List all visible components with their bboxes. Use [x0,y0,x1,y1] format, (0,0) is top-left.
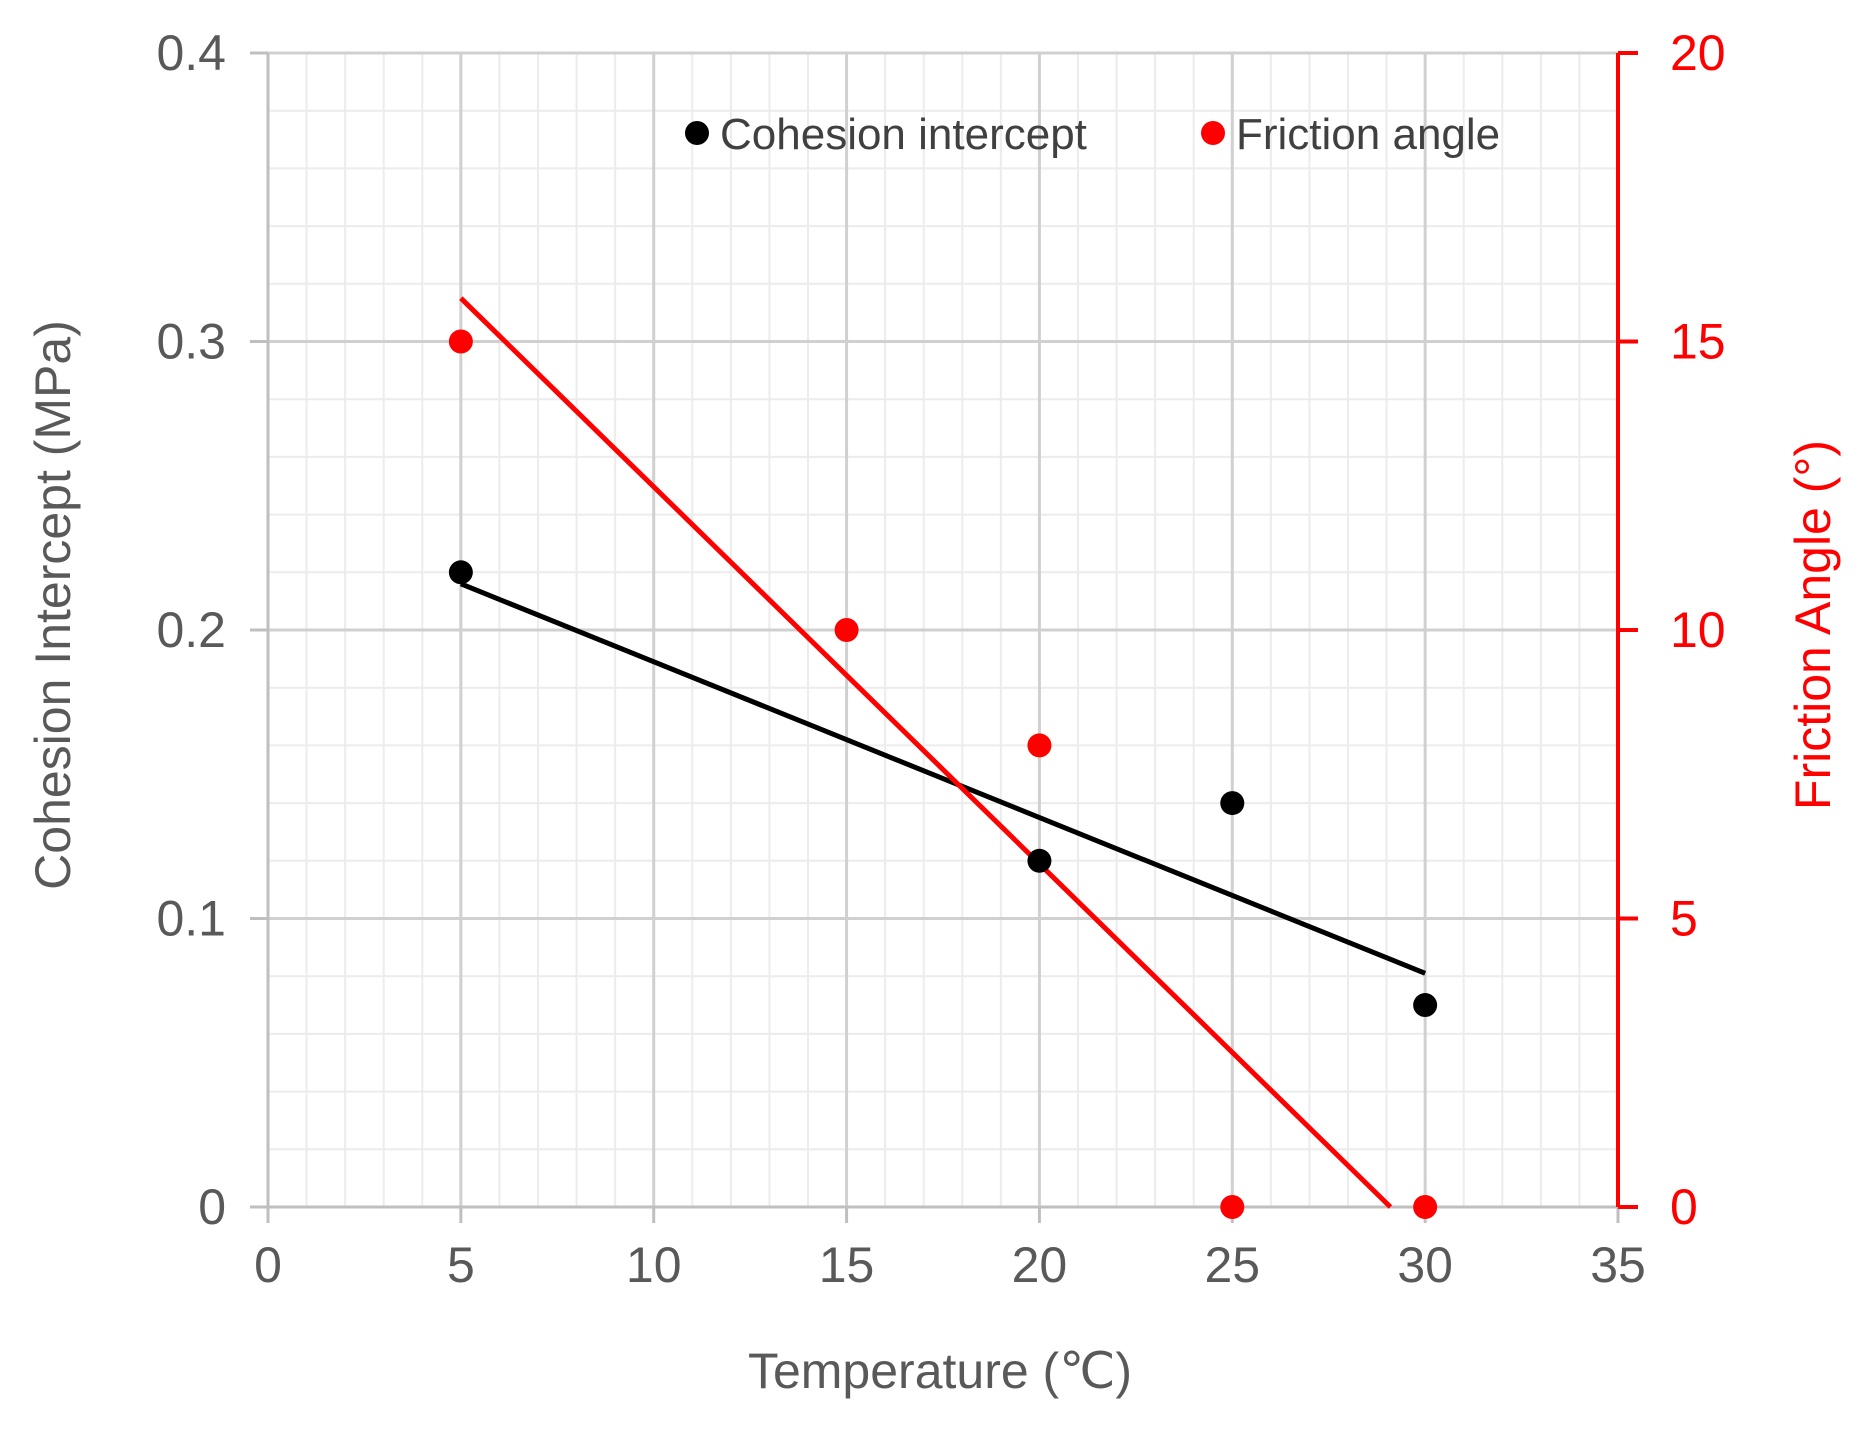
legend-marker-cohesion [685,121,709,145]
y-left-tick-label: 0.3 [156,314,226,370]
y-left-tick-label: 0.2 [156,602,226,658]
point-friction [1413,1195,1438,1219]
legend-marker-friction [1201,121,1225,145]
x-tick-label: 0 [254,1237,282,1293]
point-cohesion [1027,848,1052,873]
y-left-tick-label: 0.4 [156,25,226,81]
point-cohesion [448,560,473,585]
x-tick-label: 15 [819,1237,875,1293]
y-right-axis-title: Friction Angle (°) [1785,440,1841,810]
y-left-tick-label: 0 [198,1179,226,1235]
point-friction [1027,733,1052,758]
y-right-tick-label: 20 [1670,25,1726,81]
trendline-layer [459,296,1427,1209]
point-cohesion [1413,993,1438,1018]
points-layer [448,329,1438,1219]
point-friction [834,618,859,642]
x-tick-label: 10 [626,1237,682,1293]
point-cohesion [1220,791,1245,816]
trendline-cohesion [459,581,1427,976]
x-tick-label: 25 [1204,1237,1260,1293]
y-right-tick-label: 0 [1670,1179,1698,1235]
y-right-tick-label: 10 [1670,602,1726,658]
legend-label-cohesion: Cohesion intercept [720,110,1087,159]
legend-label-friction: Friction angle [1236,110,1500,159]
point-friction [1220,1195,1245,1219]
trendline-friction [459,296,1393,1209]
axes-layer [250,51,1638,1223]
x-tick-label: 30 [1397,1237,1453,1293]
tick-labels-layer: 0 0.1 0.2 0.3 0.4 0 5 10 15 20 25 30 35 0 5 10 15 20 [156,25,1725,1293]
x-tick-label: 35 [1590,1237,1646,1293]
legend: Cohesion intercept Friction angle [685,110,1500,159]
y-right-tick-label: 5 [1670,891,1698,947]
point-friction [448,329,473,354]
x-axis-title: Temperature (℃) [748,1343,1132,1399]
y-left-axis-title: Cohesion Intercept (MPa) [25,320,81,890]
y-left-tick-label: 0.1 [156,891,226,947]
grid-layer [266,51,1620,1209]
x-tick-label: 5 [447,1237,475,1293]
x-tick-label: 20 [1012,1237,1068,1293]
y-right-tick-label: 15 [1670,314,1726,370]
